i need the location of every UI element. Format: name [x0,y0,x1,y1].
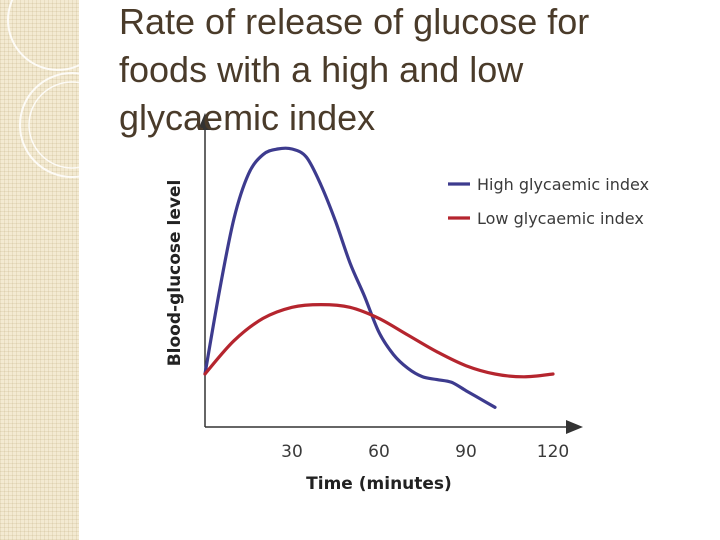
chart-series [203,146,555,409]
series-line-high-glycaemic-index [203,146,497,409]
chart-x-ticks: 30 60 90 120 [281,442,569,462]
series-line-low-glycaemic-index [203,303,555,379]
slide-title: Rate of release of glucose for foods wit… [119,1,590,138]
chart-legend: High glycaemic index Low glycaemic index [448,175,649,228]
legend-label-low-glycaemic-index: Low glycaemic index [477,209,644,228]
y-axis-title: Blood-glucose level [165,180,185,367]
x-tick-label: 30 [281,442,303,462]
chart-axes [198,113,583,434]
decorative-side-panel [0,0,79,540]
x-axis-title: Time (minutes) [306,474,452,494]
x-tick-label: 90 [455,442,477,462]
legend-label-high-glycaemic-index: High glycaemic index [477,175,649,194]
x-tick-label: 60 [368,442,390,462]
decorative-circles [7,0,125,178]
x-tick-label: 120 [537,442,569,462]
y-axis-arrow [198,113,212,130]
x-axis-arrow [566,420,583,434]
